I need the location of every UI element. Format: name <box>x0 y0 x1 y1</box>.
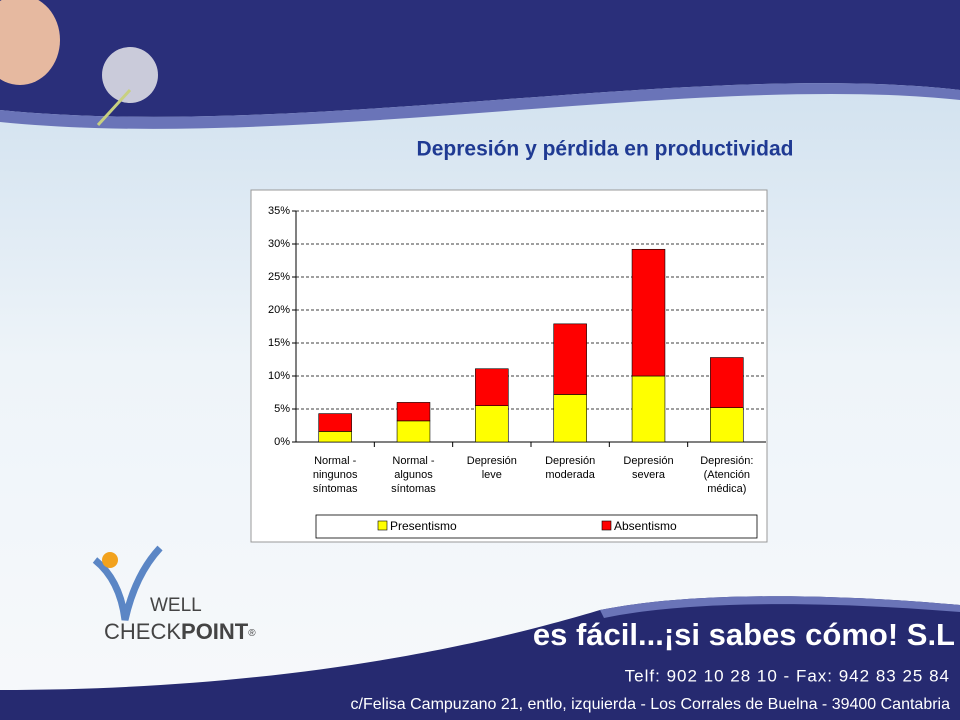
logo-head <box>102 552 118 568</box>
x-tick-label: Depresión severa <box>623 455 674 481</box>
y-tick-label: 25% <box>268 271 290 283</box>
slogan: es fácil...¡si sabes cómo! S.L <box>533 617 955 652</box>
logo-mark: ® <box>248 628 256 639</box>
bottom-band-edge <box>600 596 960 618</box>
logo-text: CHECKPOINT® <box>104 619 256 644</box>
bar-segment <box>710 407 744 443</box>
bar-segment <box>631 375 666 443</box>
legend-label: Presentismo <box>390 519 457 533</box>
y-tick-label: 10% <box>268 370 290 382</box>
logo-top: WELL <box>150 595 202 616</box>
logo-left: CHECK <box>104 619 181 644</box>
x-tick-label: Normal - algunos síntomas <box>391 455 436 495</box>
phone: Telf: 902 10 28 10 - Fax: 942 83 25 84 <box>625 666 950 685</box>
bar-segment <box>553 323 587 395</box>
address: c/Felisa Campuzano 21, entlo, izquierda … <box>351 696 951 713</box>
y-tick-label: 0% <box>274 436 290 448</box>
chart-frame <box>250 189 768 543</box>
bar-segment <box>396 402 431 422</box>
legend-swatch <box>601 520 612 531</box>
top-band-edge <box>0 83 960 129</box>
legend-label: Absentismo <box>614 519 677 533</box>
y-tick-label: 30% <box>268 238 290 250</box>
x-tick-label: Depresión moderada <box>545 455 596 481</box>
logo-right: POINT <box>181 619 249 644</box>
bar-segment <box>318 413 352 432</box>
bar-segment <box>710 357 744 408</box>
y-tick-label: 5% <box>274 403 290 415</box>
x-tick-label: Depresión: (Atención médica) <box>700 455 754 495</box>
bar-segment <box>553 394 587 443</box>
bar-segment <box>631 248 666 377</box>
top-band <box>0 0 960 117</box>
bar-segment <box>475 368 509 406</box>
bar-segment <box>475 405 509 443</box>
y-tick-label: 20% <box>268 304 290 316</box>
y-tick-label: 15% <box>268 337 290 349</box>
bar-segment <box>318 431 352 443</box>
face <box>0 0 60 85</box>
legend-frame <box>315 514 758 539</box>
legend-swatch <box>377 520 388 531</box>
dandelion-stem <box>96 88 132 127</box>
dandelion <box>102 47 158 103</box>
bottom-band <box>0 596 960 720</box>
chart-title: Depresión y pérdida en productividad <box>417 138 794 161</box>
x-tick-label: Depresión leve <box>466 455 517 481</box>
logo-figure <box>92 545 163 621</box>
bar-segment <box>396 420 431 443</box>
x-tick-label: Normal - ningunos síntomas <box>312 455 358 495</box>
y-tick-label: 35% <box>268 205 290 217</box>
